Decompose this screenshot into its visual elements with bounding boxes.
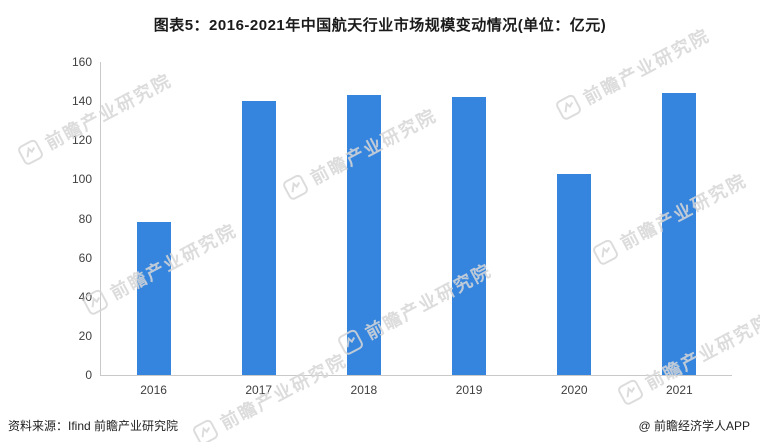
bar (452, 97, 487, 375)
y-axis-tick-label: 120 (71, 133, 92, 148)
bar-cell: 2019 (452, 62, 487, 397)
y-axis-tick-label: 40 (78, 289, 92, 304)
chart-title: 图表5：2016-2021年中国航天行业市场规模变动情况(单位：亿元) (153, 17, 607, 34)
x-axis-label: 2021 (666, 383, 693, 397)
attribution-text: @ 前瞻经济学人APP (638, 419, 750, 433)
plot-area: 0 20 40 60 80 100 120 140 160 2016 2017 2018 2019 20… (72, 55, 732, 397)
y-axis-tick-label: 100 (71, 172, 92, 187)
y-axis-tick-label: 60 (78, 250, 92, 265)
bar (557, 173, 592, 375)
y-axis-tick-label: 20 (78, 328, 92, 343)
bar (662, 93, 697, 375)
bar-cell: 2018 (346, 62, 381, 397)
footer: 资料来源：Ifind 前瞻产业研究院 @ 前瞻经济学人APP (8, 417, 750, 434)
bar (136, 222, 171, 375)
x-axis-label: 2020 (560, 383, 588, 397)
bar (346, 95, 381, 375)
source-text: 资料来源：Ifind 前瞻产业研究院 (8, 419, 179, 433)
y-axis-tick-label: 160 (71, 55, 92, 69)
bar-cell: 2020 (557, 62, 592, 397)
bar-cell: 2017 (241, 62, 276, 397)
x-axis-label: 2018 (350, 383, 378, 397)
bar (241, 101, 276, 375)
bars-container: 2016 2017 2018 2019 2020 2021 (101, 62, 732, 397)
x-axis-label: 2017 (245, 383, 273, 397)
qianzhan-logo-icon (18, 139, 43, 165)
y-axis-tick-label: 0 (85, 368, 92, 382)
x-axis-label: 2019 (455, 383, 483, 397)
qianzhan-logo-icon (618, 379, 643, 405)
y-axis-tick-label: 140 (71, 94, 92, 109)
bar-cell: 2021 (662, 62, 697, 397)
y-axis-tick-label: 80 (78, 211, 92, 226)
x-axis-label: 2016 (140, 383, 167, 397)
bar-cell: 2016 (136, 62, 171, 397)
